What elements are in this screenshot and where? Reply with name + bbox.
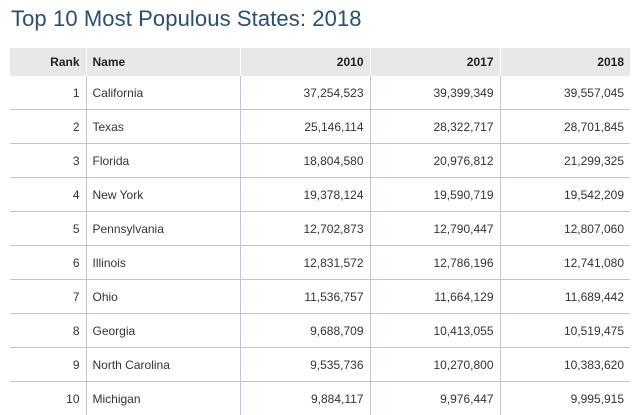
cell-population-2010: 25,146,114 [240, 110, 370, 144]
column-header-2010: 2010 [240, 48, 370, 76]
cell-population-2018: 10,383,620 [500, 348, 630, 382]
cell-state-name: California [86, 76, 240, 110]
cell-population-2010: 37,254,523 [240, 76, 370, 110]
column-header-rank: Rank [10, 48, 86, 76]
cell-population-2018: 10,519,475 [500, 314, 630, 348]
cell-state-name: Pennsylvania [86, 212, 240, 246]
cell-state-name: Florida [86, 144, 240, 178]
column-header-2017: 2017 [370, 48, 500, 76]
cell-population-2018: 9,995,915 [500, 382, 630, 415]
cell-rank: 1 [10, 76, 86, 110]
cell-population-2018: 11,689,442 [500, 280, 630, 314]
cell-rank: 10 [10, 382, 86, 415]
cell-state-name: Illinois [86, 246, 240, 280]
cell-rank: 4 [10, 178, 86, 212]
cell-population-2017: 39,399,349 [370, 76, 500, 110]
cell-rank: 5 [10, 212, 86, 246]
cell-population-2010: 11,536,757 [240, 280, 370, 314]
cell-rank: 3 [10, 144, 86, 178]
cell-population-2017: 12,790,447 [370, 212, 500, 246]
cell-state-name: Michigan [86, 382, 240, 415]
cell-population-2017: 19,590,719 [370, 178, 500, 212]
cell-population-2010: 9,884,117 [240, 382, 370, 415]
cell-state-name: Texas [86, 110, 240, 144]
cell-population-2017: 11,664,129 [370, 280, 500, 314]
cell-population-2017: 10,413,055 [370, 314, 500, 348]
cell-rank: 9 [10, 348, 86, 382]
cell-state-name: North Carolina [86, 348, 240, 382]
column-header-name: Name [86, 48, 240, 76]
cell-rank: 7 [10, 280, 86, 314]
cell-rank: 6 [10, 246, 86, 280]
cell-population-2017: 9,976,447 [370, 382, 500, 415]
cell-state-name: Georgia [86, 314, 240, 348]
cell-population-2017: 12,786,196 [370, 246, 500, 280]
cell-state-name: New York [86, 178, 240, 212]
cell-population-2010: 19,378,124 [240, 178, 370, 212]
cell-rank: 2 [10, 110, 86, 144]
cell-population-2018: 39,557,045 [500, 76, 630, 110]
cell-population-2010: 9,688,709 [240, 314, 370, 348]
cell-population-2018: 12,807,060 [500, 212, 630, 246]
cell-state-name: Ohio [86, 280, 240, 314]
cell-population-2017: 10,270,800 [370, 348, 500, 382]
cell-population-2018: 28,701,845 [500, 110, 630, 144]
cell-population-2010: 18,804,580 [240, 144, 370, 178]
page-title: Top 10 Most Populous States: 2018 [11, 4, 362, 34]
cell-population-2010: 12,702,873 [240, 212, 370, 246]
cell-population-2010: 9,535,736 [240, 348, 370, 382]
column-header-2018: 2018 [500, 48, 630, 76]
table-header-row: Rank Name 2010 2017 2018 [10, 48, 630, 76]
cell-population-2010: 12,831,572 [240, 246, 370, 280]
cell-population-2017: 20,976,812 [370, 144, 500, 178]
cell-population-2018: 12,741,080 [500, 246, 630, 280]
cell-population-2017: 28,322,717 [370, 110, 500, 144]
cell-rank: 8 [10, 314, 86, 348]
cell-population-2018: 19,542,209 [500, 178, 630, 212]
cell-population-2018: 21,299,325 [500, 144, 630, 178]
